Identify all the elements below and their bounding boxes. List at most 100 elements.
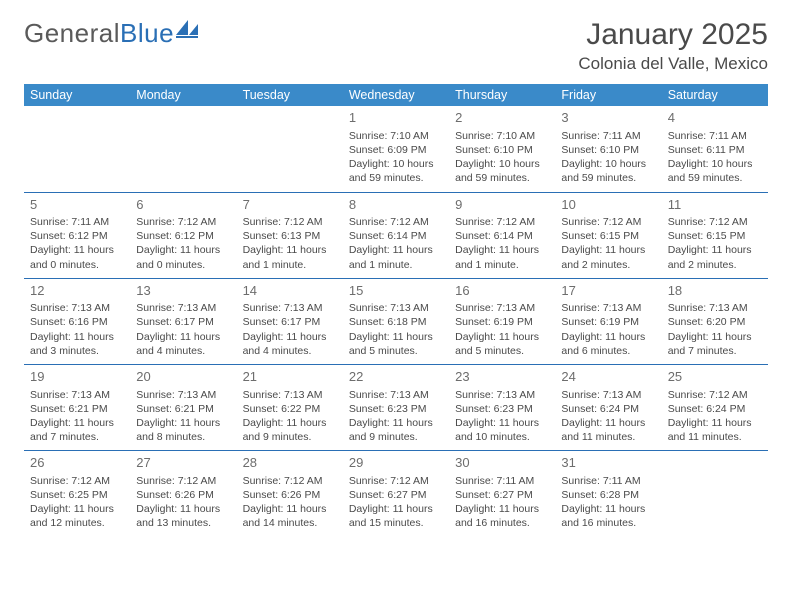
calendar-day-cell: 27Sunrise: 7:12 AMSunset: 6:26 PMDayligh… (130, 451, 236, 537)
calendar-day-cell: 13Sunrise: 7:13 AMSunset: 6:17 PMDayligh… (130, 278, 236, 364)
day-number: 22 (349, 368, 443, 386)
sunrise-line: Sunrise: 7:11 AM (455, 474, 549, 488)
sunrise-line: Sunrise: 7:13 AM (561, 388, 655, 402)
calendar-day-cell: 22 Sunrise: 7:13 AMSunset: 6:23 PMDayligh… (343, 364, 449, 450)
calendar-day-cell: 14Sunrise: 7:13 AMSunset: 6:17 PMDayligh… (237, 278, 343, 364)
calendar-empty-cell (662, 451, 768, 537)
daylight-line: Daylight: 11 hours and 1 minute. (455, 243, 549, 271)
daylight-line: Daylight: 11 hours and 2 minutes. (668, 243, 762, 271)
calendar-head: SundayMondayTuesdayWednesdayThursdayFrid… (24, 84, 768, 106)
calendar-day-cell: 7Sunrise: 7:12 AMSunset: 6:13 PMDaylight… (237, 192, 343, 278)
sunrise-line: Sunrise: 7:12 AM (136, 215, 230, 229)
calendar-day-cell: 21Sunrise: 7:13 AMSunset: 6:22 PMDayligh… (237, 364, 343, 450)
daylight-line: Daylight: 11 hours and 5 minutes. (349, 330, 443, 358)
daylight-line: Daylight: 11 hours and 4 minutes. (136, 330, 230, 358)
logo-sail-icon (176, 20, 198, 38)
day-number: 13 (136, 282, 230, 300)
day-header: Monday (130, 84, 236, 106)
calendar-body: 1Sunrise: 7:10 AMSunset: 6:09 PMDaylight… (24, 106, 768, 537)
day-header: Saturday (662, 84, 768, 106)
calendar-empty-cell (24, 106, 130, 192)
sunset-line: Sunset: 6:15 PM (561, 229, 655, 243)
daylight-line: Daylight: 11 hours and 3 minutes. (30, 330, 124, 358)
sunset-line: Sunset: 6:23 PM (349, 402, 443, 416)
sunrise-line: Sunrise: 7:12 AM (668, 388, 762, 402)
sunset-line: Sunset: 6:12 PM (136, 229, 230, 243)
logo-text-blue: Blue (120, 18, 174, 48)
sunset-line: Sunset: 6:24 PM (561, 402, 655, 416)
sunset-line: Sunset: 6:17 PM (243, 315, 337, 329)
daylight-line: Daylight: 11 hours and 16 minutes. (455, 502, 549, 530)
day-number: 19 (30, 368, 124, 386)
calendar-day-cell: 4Sunrise: 7:11 AMSunset: 6:11 PMDaylight… (662, 106, 768, 192)
daylight-line: Daylight: 10 hours and 59 minutes. (349, 157, 443, 185)
sunrise-line: Sunrise: 7:13 AM (455, 301, 549, 315)
sunset-line: Sunset: 6:25 PM (30, 488, 124, 502)
sunrise-line: Sunrise: 7:11 AM (561, 474, 655, 488)
sunrise-line: Sunrise: 7:11 AM (30, 215, 124, 229)
sunset-line: Sunset: 6:14 PM (455, 229, 549, 243)
sunrise-line: Sunrise: 7:13 AM (349, 301, 443, 315)
day-number: 25 (668, 368, 762, 386)
daylight-line: Daylight: 11 hours and 8 minutes. (136, 416, 230, 444)
sunset-line: Sunset: 6:11 PM (668, 143, 762, 157)
sunset-line: Sunset: 6:24 PM (668, 402, 762, 416)
calendar-day-cell: 24Sunrise: 7:13 AMSunset: 6:24 PMDayligh… (555, 364, 661, 450)
sunset-line: Sunset: 6:23 PM (455, 402, 549, 416)
sunset-line: Sunset: 6:15 PM (668, 229, 762, 243)
sunrise-line: Sunrise: 7:13 AM (668, 301, 762, 315)
sunset-line: Sunset: 6:09 PM (349, 143, 443, 157)
daylight-line: Daylight: 11 hours and 1 minute. (349, 243, 443, 271)
calendar-day-cell: 12Sunrise: 7:13 AMSunset: 6:16 PMDayligh… (24, 278, 130, 364)
calendar-day-cell: 29Sunrise: 7:12 AMSunset: 6:27 PMDayligh… (343, 451, 449, 537)
sunset-line: Sunset: 6:27 PM (455, 488, 549, 502)
month-title: January 2025 (578, 18, 768, 52)
day-number: 21 (243, 368, 337, 386)
calendar-empty-cell (130, 106, 236, 192)
calendar-week-row: 19Sunrise: 7:13 AMSunset: 6:21 PMDayligh… (24, 364, 768, 450)
daylight-line: Daylight: 11 hours and 7 minutes. (668, 330, 762, 358)
calendar-week-row: 5Sunrise: 7:11 AMSunset: 6:12 PMDaylight… (24, 192, 768, 278)
calendar-day-cell: 17Sunrise: 7:13 AMSunset: 6:19 PMDayligh… (555, 278, 661, 364)
title-block: January 2025 Colonia del Valle, Mexico (578, 18, 768, 74)
day-number: 10 (561, 196, 655, 214)
daylight-line: Daylight: 11 hours and 2 minutes. (561, 243, 655, 271)
sunrise-line: Sunrise: 7:13 AM (243, 388, 337, 402)
day-number: 9 (455, 196, 549, 214)
sunrise-line: Sunrise: 7:11 AM (561, 129, 655, 143)
day-number: 20 (136, 368, 230, 386)
sunset-line: Sunset: 6:21 PM (136, 402, 230, 416)
day-number: 1 (349, 109, 443, 127)
day-number: 18 (668, 282, 762, 300)
calendar-week-row: 1Sunrise: 7:10 AMSunset: 6:09 PMDaylight… (24, 106, 768, 192)
sunset-line: Sunset: 6:22 PM (243, 402, 337, 416)
day-number: 3 (561, 109, 655, 127)
sunrise-line: Sunrise: 7:12 AM (349, 474, 443, 488)
daylight-line: Daylight: 11 hours and 15 minutes. (349, 502, 443, 530)
sunrise-line: Sunrise: 7:10 AM (349, 129, 443, 143)
sunrise-line: Sunrise: 7:13 AM (349, 388, 443, 402)
day-number: 16 (455, 282, 549, 300)
header-row: GeneralBlue January 2025 Colonia del Val… (24, 18, 768, 74)
calendar-day-cell: 19Sunrise: 7:13 AMSunset: 6:21 PMDayligh… (24, 364, 130, 450)
day-number: 4 (668, 109, 762, 127)
daylight-line: Daylight: 11 hours and 4 minutes. (243, 330, 337, 358)
day-header: Sunday (24, 84, 130, 106)
daylight-line: Daylight: 10 hours and 59 minutes. (455, 157, 549, 185)
sunrise-line: Sunrise: 7:13 AM (136, 301, 230, 315)
calendar-day-cell: 11Sunrise: 7:12 AMSunset: 6:15 PMDayligh… (662, 192, 768, 278)
sunrise-line: Sunrise: 7:11 AM (668, 129, 762, 143)
daylight-line: Daylight: 11 hours and 6 minutes. (561, 330, 655, 358)
daylight-line: Daylight: 11 hours and 14 minutes. (243, 502, 337, 530)
sunrise-line: Sunrise: 7:13 AM (136, 388, 230, 402)
sunset-line: Sunset: 6:16 PM (30, 315, 124, 329)
daylight-line: Daylight: 11 hours and 11 minutes. (561, 416, 655, 444)
day-header: Tuesday (237, 84, 343, 106)
sunset-line: Sunset: 6:21 PM (30, 402, 124, 416)
calendar-day-cell: 15Sunrise: 7:13 AMSunset: 6:18 PMDayligh… (343, 278, 449, 364)
daylight-line: Daylight: 11 hours and 9 minutes. (349, 416, 443, 444)
sunrise-line: Sunrise: 7:12 AM (668, 215, 762, 229)
sunrise-line: Sunrise: 7:13 AM (455, 388, 549, 402)
daylight-line: Daylight: 11 hours and 7 minutes. (30, 416, 124, 444)
sunset-line: Sunset: 6:10 PM (561, 143, 655, 157)
